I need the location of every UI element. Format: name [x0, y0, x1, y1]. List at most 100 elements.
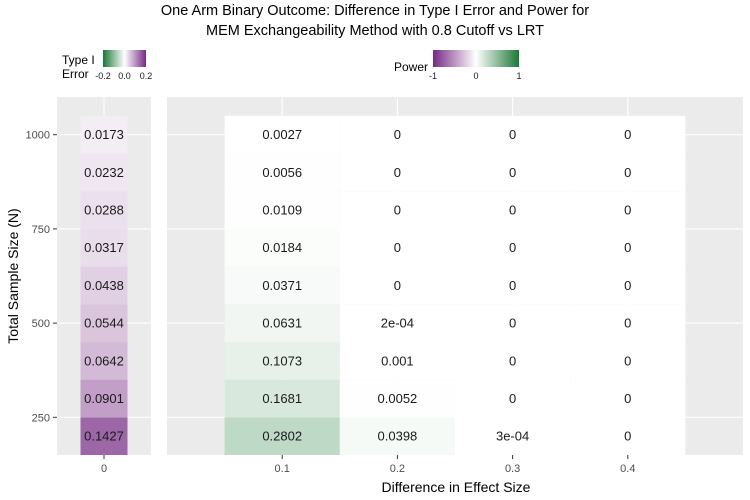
power-tile-label: 0	[624, 240, 631, 255]
type1-tile	[80, 266, 128, 305]
type1-panel-tiles	[80, 115, 128, 455]
legend-type1-title-line1: Type I	[62, 53, 95, 67]
type1-panel: 0.1427 0.0901 0.0642 0.0544 0.0438 0.0317 0.02…	[57, 97, 151, 455]
power-tile	[570, 341, 686, 380]
power-tile	[339, 341, 455, 380]
power-tile	[339, 417, 455, 455]
chart-title-line2: MEM Exchangeability Method with 0.8 Cuto…	[206, 23, 544, 39]
power-tile-label: 0	[394, 165, 401, 180]
power-tile-label: 3e-04	[496, 429, 529, 444]
legend-power-ticks: -1 0 1	[429, 71, 522, 81]
type1-tile-label: 0.0288	[84, 203, 124, 218]
power-tile	[339, 228, 455, 267]
legend-power-title: Power	[394, 60, 428, 74]
power-tile-label: 2e-04	[381, 316, 414, 331]
power-tile-label: 0	[509, 278, 516, 293]
power-tile	[224, 115, 340, 154]
type1-tile	[80, 153, 128, 192]
power-tile	[224, 228, 340, 267]
power-tile-label: 0	[509, 240, 516, 255]
power-tile	[339, 304, 455, 342]
y-axis: 250 500 750 1000	[26, 130, 57, 424]
power-tile	[224, 341, 340, 380]
power-tile-label: 0.0056	[262, 165, 302, 180]
power-tile-label: 0.0184	[262, 240, 302, 255]
power-tile-label: 0.0631	[262, 316, 302, 331]
power-tile	[570, 304, 686, 342]
power-tile-label: 0.0398	[378, 429, 418, 444]
power-tile	[339, 266, 455, 305]
type1-tile	[80, 304, 128, 342]
type1-tile-label: 0.0232	[84, 165, 124, 180]
type1-tile	[80, 417, 128, 455]
legend-type1-tick-label: 0.0	[118, 71, 131, 81]
power-tile-label: 0.0052	[378, 391, 418, 406]
y-tick-label: 1000	[26, 130, 50, 142]
type1-tile-label: 0.0642	[84, 353, 124, 368]
type1-tile	[80, 379, 128, 418]
y-tick-label: 250	[32, 412, 50, 424]
power-tile-label: 0	[509, 127, 516, 142]
power-tile	[455, 228, 571, 267]
legend-power: Power -1 0 1	[394, 50, 522, 81]
power-tile	[339, 153, 455, 192]
y-axis-title: Total Sample Size (N)	[5, 208, 21, 343]
power-x-tick-label: 0.4	[620, 463, 635, 475]
type1-tile-label: 0.1427	[84, 429, 124, 444]
type1-tile	[80, 341, 128, 380]
type1-tile-label: 0.0544	[84, 316, 124, 331]
type1-x-tick-label: 0	[101, 463, 107, 475]
power-tile	[224, 153, 340, 192]
power-tile	[224, 191, 340, 229]
x-axis-title: Difference in Effect Size	[382, 479, 531, 495]
x-axis-power: 0.1 0.2 0.3 0.4	[275, 455, 635, 475]
power-tile	[570, 191, 686, 229]
type1-tile-label: 0.0173	[84, 127, 124, 142]
legend-power-tick-label: 0	[473, 71, 478, 81]
type1-tile-label: 0.0438	[84, 278, 124, 293]
power-tile-label: 0	[509, 391, 516, 406]
power-tile	[224, 266, 340, 305]
power-tile	[455, 266, 571, 305]
power-tile-label: 0	[394, 240, 401, 255]
power-x-tick-label: 0.3	[505, 463, 520, 475]
y-tick-label: 750	[32, 224, 50, 236]
power-tile	[570, 228, 686, 267]
type1-tile	[80, 191, 128, 229]
legend-type1-title-line2: Error	[62, 67, 89, 81]
type1-panel-labels: 0.1427 0.0901 0.0642 0.0544 0.0438 0.0317 0.02…	[84, 127, 124, 443]
power-tile	[339, 191, 455, 229]
power-tile-label: 0.1073	[262, 353, 302, 368]
power-tile-label: 0	[509, 203, 516, 218]
power-x-tick-label: 0.2	[390, 463, 405, 475]
power-tile-label: 0	[624, 165, 631, 180]
power-tile-label: 0.0371	[262, 278, 302, 293]
chart-title-line1: One Arm Binary Outcome: Difference in Ty…	[161, 3, 589, 19]
power-tile-label: 0	[624, 353, 631, 368]
power-tile-label: 0	[624, 391, 631, 406]
type1-tile-label: 0.0901	[84, 391, 124, 406]
type1-tile-label: 0.0317	[84, 240, 124, 255]
power-tile-label: 0	[394, 203, 401, 218]
power-tile-label: 0	[509, 353, 516, 368]
power-tile	[339, 115, 455, 154]
power-tile-label: 0	[624, 278, 631, 293]
legend-type1-colorbar	[103, 50, 146, 67]
power-tile-label: 0	[509, 165, 516, 180]
power-tile-label: 0	[394, 127, 401, 142]
type1-tile	[80, 228, 128, 267]
power-tile-label: 0	[624, 316, 631, 331]
power-x-tick-label: 0.1	[275, 463, 290, 475]
power-tile	[570, 153, 686, 192]
power-tile	[339, 379, 455, 418]
power-panel: 0.2802 0.1681 0.1073 0.0631 0.0371 0.0184 0.01…	[167, 97, 743, 455]
power-tile	[224, 304, 340, 342]
legend-type1-ticks: -0.2 0.0 0.2	[95, 71, 152, 81]
power-tile	[455, 417, 571, 455]
power-tile-label: 0.2802	[262, 429, 302, 444]
power-tile-label: 0.1681	[262, 391, 302, 406]
power-tile	[570, 379, 686, 418]
legend-type1-tick-label: -0.2	[95, 71, 111, 81]
power-tile	[455, 341, 571, 380]
